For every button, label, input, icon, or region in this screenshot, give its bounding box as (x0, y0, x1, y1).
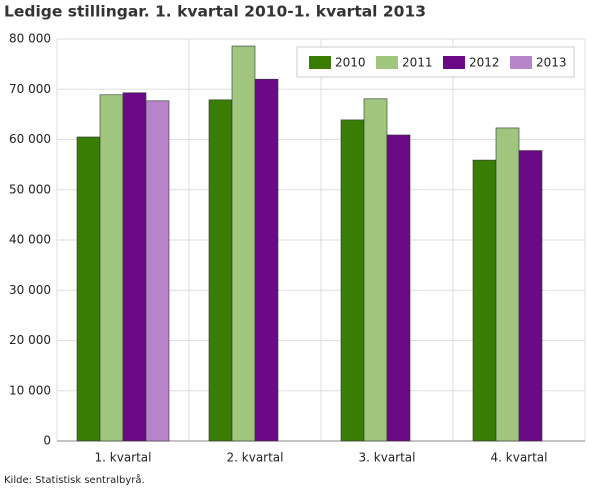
legend-label: 2011 (402, 56, 433, 70)
x-tick-label: 2. kvartal (227, 451, 284, 465)
bar (145, 100, 170, 442)
chart-title: Ledige stillingar. 1. kvartal 2010-1. kv… (4, 3, 426, 21)
legend-label: 2013 (536, 56, 567, 70)
bar (363, 98, 388, 442)
y-tick-label: 70 000 (9, 82, 51, 96)
bar (495, 127, 520, 442)
legend-label: 2010 (335, 56, 366, 70)
y-tick-label: 10 000 (9, 383, 51, 397)
y-tick-label: 80 000 (9, 32, 51, 46)
bar (386, 134, 411, 442)
bar (99, 94, 124, 442)
y-tick-label: 60 000 (9, 132, 51, 146)
legend-swatch (443, 56, 465, 69)
bar (518, 150, 543, 442)
source: Kilde: Statistisk sentralbyrå. (4, 473, 145, 486)
y-tick-label: 0 (43, 434, 51, 448)
legend-swatch (309, 56, 331, 69)
y-tick-label: 30 000 (9, 283, 51, 297)
legend-swatch (510, 56, 532, 69)
bar (208, 99, 233, 442)
x-tick-label: 4. kvartal (491, 451, 548, 465)
bar (472, 159, 497, 442)
y-tick-label: 20 000 (9, 333, 51, 347)
x-tick-label: 3. kvartal (359, 451, 416, 465)
y-tick-label: 50 000 (9, 182, 51, 196)
bar (76, 136, 101, 442)
bar (254, 78, 279, 442)
legend-label: 2012 (469, 56, 500, 70)
bar (340, 119, 365, 442)
bar (231, 45, 256, 442)
y-tick-label: 40 000 (9, 233, 51, 247)
x-tick-label: 1. kvartal (95, 451, 152, 465)
bar (122, 92, 147, 442)
legend-swatch (376, 56, 398, 69)
